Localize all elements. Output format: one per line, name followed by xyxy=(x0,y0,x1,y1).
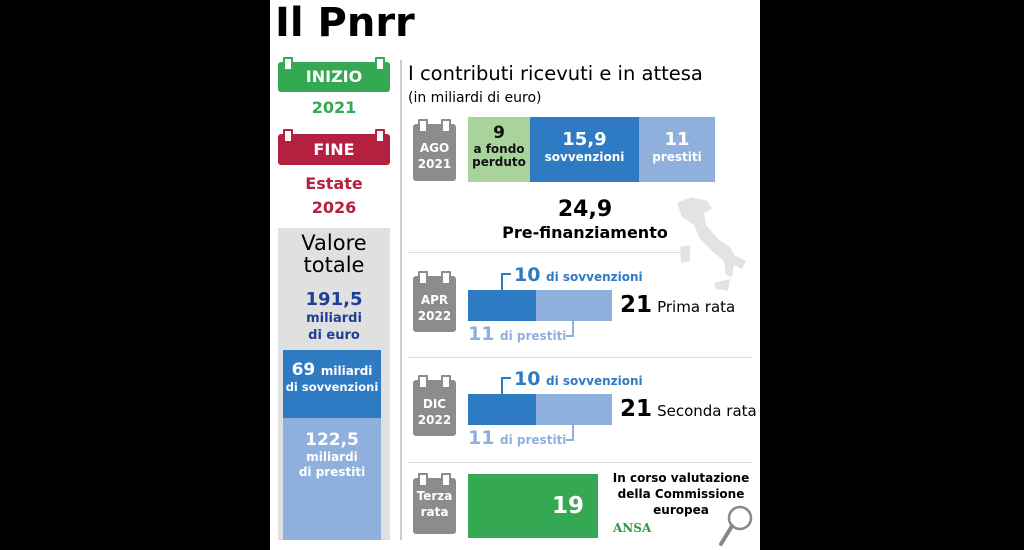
fondo-label-1: a fondo xyxy=(473,142,525,156)
end-line-2: 2026 xyxy=(311,198,357,217)
ago-total-label: Pre-finanziamento xyxy=(502,223,668,242)
apr-month: APR xyxy=(420,293,449,307)
section-title: I contributi ricevuti e in attesa xyxy=(408,62,703,85)
loans-unit-1: miliardi xyxy=(306,450,358,464)
loans-unit-2: di prestiti xyxy=(298,465,366,479)
ago-sovv-label: sovvenzioni xyxy=(544,150,625,164)
note-1: In corso valutazione xyxy=(612,471,750,485)
ago-prest-value: 11 xyxy=(664,129,690,150)
bar-ago-sovvenzioni: 15,9 sovvenzioni xyxy=(530,117,639,182)
divider xyxy=(408,252,680,253)
end-date: Estate 2026 xyxy=(278,172,390,220)
ago-sovv-value: 15,9 xyxy=(562,129,607,150)
dic-month: DIC xyxy=(422,397,447,411)
grants-unit-1: miliardi xyxy=(320,364,373,378)
calendar-terza-rata-icon: Terza rata xyxy=(413,473,456,534)
page-title: Il Pnrr xyxy=(275,0,415,46)
dic-prest-label: 11 di prestiti xyxy=(468,427,567,449)
total-unit-2: di euro xyxy=(308,328,360,343)
divider xyxy=(408,357,753,358)
bar-apr-prestiti xyxy=(536,290,612,321)
apr-prest-label: 11 di prestiti xyxy=(468,323,567,345)
note-2: della Commissione xyxy=(617,487,745,501)
total-unit-1: miliardi xyxy=(306,311,362,326)
terza-note: In corso valutazione della Commissione eur… xyxy=(610,470,752,518)
apr-year: 2022 xyxy=(417,309,452,323)
divider xyxy=(408,462,753,463)
dic-year: 2022 xyxy=(417,413,452,427)
calendar-ago-2021-icon: AGO 2021 xyxy=(413,119,456,181)
apr-sovv-label: 10 di sovvenzioni xyxy=(514,264,643,286)
start-year: 2021 xyxy=(311,98,357,117)
total-title-2: totale xyxy=(303,253,365,277)
fondo-value: 9 xyxy=(493,123,505,143)
fondo-label-2: perduto xyxy=(472,155,526,169)
ago-total: 24,9 xyxy=(557,197,613,222)
bar-apr-sovvenzioni xyxy=(468,290,536,321)
source-logo: ANSA xyxy=(613,521,652,535)
total-value: 191,5 xyxy=(305,289,363,310)
bar-dic-sovvenzioni xyxy=(468,394,536,425)
dic-total: 21 Seconda rata xyxy=(620,396,757,422)
calendar-end-icon: FINE xyxy=(278,129,390,165)
magnifier-icon xyxy=(719,505,753,546)
calendar-apr-icon: APR 2022 xyxy=(413,271,456,332)
total-box: Valore totale 191,5 miliardi di euro 69 mi… xyxy=(278,228,390,540)
calendar-start-icon: INIZIO xyxy=(278,57,390,92)
ago-year: 2021 xyxy=(417,157,452,171)
bar-dic-prestiti xyxy=(536,394,612,425)
section-subtitle: (in miliardi di euro) xyxy=(408,90,542,106)
note-3: europea xyxy=(653,503,709,517)
calendar-dic-icon: DIC 2022 xyxy=(413,375,456,436)
bar-terza-rata: 19 xyxy=(468,474,598,538)
dic-sovv-label: 10 di sovvenzioni xyxy=(514,368,643,390)
loans-box: 122,5 miliardi di prestiti xyxy=(283,418,381,540)
grants-box: 69 miliardi di sovvenzioni xyxy=(283,350,381,418)
end-line-1: Estate xyxy=(305,174,363,193)
terza-label-1: Terza xyxy=(416,489,453,503)
ago-month: AGO xyxy=(419,141,450,155)
apr-total: 21 Prima rata xyxy=(620,292,736,318)
total-title-1: Valore xyxy=(301,231,367,255)
bar-ago-fondo-perduto: 9 a fondo perduto xyxy=(468,117,530,182)
bar-ago-prestiti: 11 prestiti xyxy=(639,117,715,182)
loans-value: 122,5 xyxy=(305,430,359,450)
start-label: INIZIO xyxy=(305,67,363,86)
terza-label-2: rata xyxy=(420,505,449,519)
column-divider xyxy=(400,60,402,540)
italy-map-icon xyxy=(677,197,746,291)
infographic-panel: Il Pnrr INIZIO 2021 FINE Estate 2026 Valo… xyxy=(270,0,760,550)
grants-unit-2: di sovvenzioni xyxy=(285,380,379,394)
bracket-line xyxy=(566,425,574,441)
bracket-line xyxy=(501,273,511,290)
ago-prest-label: prestiti xyxy=(652,150,702,164)
bracket-line xyxy=(566,321,574,337)
grants-value: 69 xyxy=(291,360,316,380)
end-label: FINE xyxy=(313,140,355,159)
bracket-line xyxy=(501,377,511,394)
